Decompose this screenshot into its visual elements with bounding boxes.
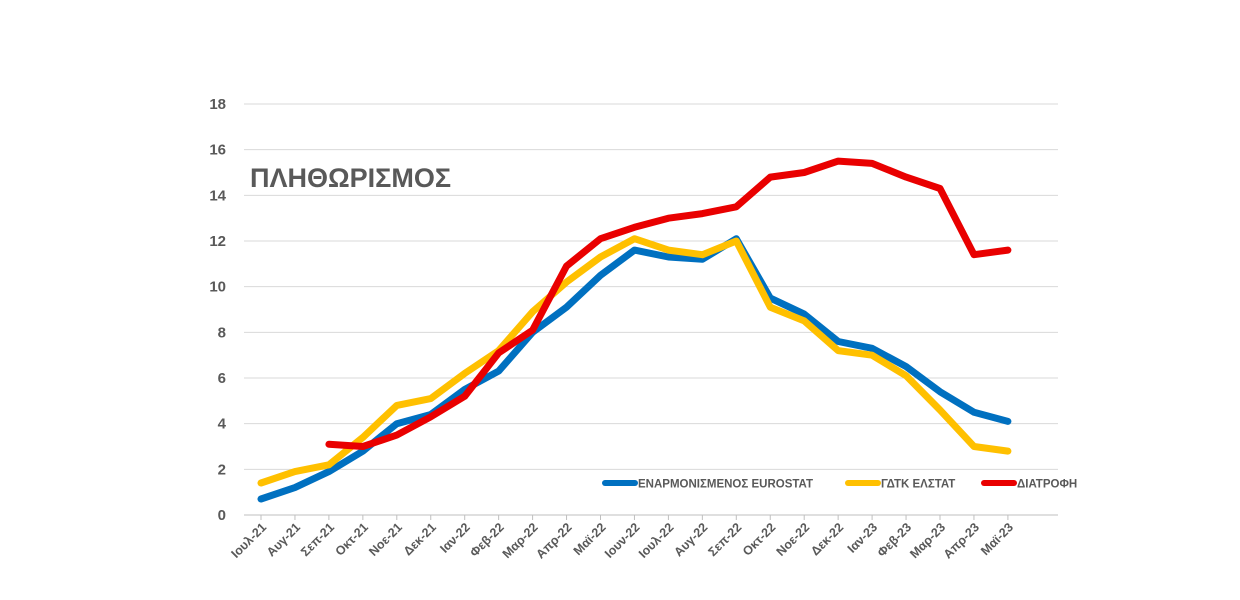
series-line-3: [325, 157, 1012, 450]
x-tick-label: Ιουλ-21: [229, 520, 270, 561]
x-tick-label: Μαρ-23: [907, 520, 948, 561]
y-tick-label: 8: [218, 324, 226, 341]
y-tick-label: 18: [209, 96, 226, 113]
x-tick-label: Νοε-21: [366, 520, 405, 559]
y-tick-label: 10: [209, 279, 226, 296]
x-tick-label: Απρ-22: [533, 520, 574, 561]
legend: ΕΝΑΡΜΟΝΙΣΜΕΝΟΣ EUROSTAT ΓΔΤΚ ΕΛΣΤΑΤ ΔΙΑΤΡΟ…: [602, 479, 1077, 491]
y-tick-label: 12: [209, 233, 226, 250]
x-tick-label: Μαρ-22: [500, 520, 541, 561]
x-tick-label: Μαϊ-23: [978, 520, 1016, 558]
x-tick-label: Δεκ-22: [808, 520, 846, 558]
series-line-2: [257, 235, 1012, 487]
x-tick-label: Απρ-23: [941, 520, 982, 561]
y-tick-label: 14: [209, 187, 226, 204]
x-tick-label: Φεβ-22: [467, 520, 507, 560]
legend-label: ΔΙΑΤΡΟΦΗ: [1017, 479, 1077, 491]
x-tick-label: Οκτ-22: [740, 520, 778, 558]
y-tick-label: 4: [218, 416, 227, 433]
y-tick-label: 2: [218, 461, 226, 478]
y-tick-label: 6: [218, 370, 226, 387]
y-tick-label: 16: [209, 142, 226, 159]
gridlines: [244, 103, 1058, 470]
x-tick-label: Δεκ-21: [401, 520, 439, 558]
x-tick-label: Οκτ-21: [333, 520, 371, 558]
x-tick-label: Ιουν-22: [602, 520, 643, 561]
x-tick-label: Φεβ-23: [875, 520, 915, 560]
legend-label: ΓΔΤΚ ΕΛΣΤΑΤ: [881, 479, 955, 491]
y-tick-label: 0: [218, 507, 226, 524]
x-axis-tick-labels: Ιουλ-21Αυγ-21Σεπ-21Οκτ-21Νοε-21Δεκ-21Ιαν…: [229, 515, 1016, 562]
y-axis-tick-labels: 0 2 4 6 8 10 12 14 16 18: [209, 96, 226, 524]
chart-title: ΠΛΗΘΩΡΙΣΜΟΣ: [250, 163, 451, 193]
x-tick-label: Αυγ-22: [671, 520, 710, 559]
legend-label: ΕΝΑΡΜΟΝΙΣΜΕΝΟΣ EUROSTAT: [638, 479, 813, 491]
x-tick-label: Σεπ-21: [298, 520, 337, 559]
series-line-1: [257, 235, 1012, 503]
series-lines: [257, 157, 1012, 503]
x-tick-label: Ιουλ-22: [636, 520, 677, 561]
x-tick-label: Αυγ-21: [264, 520, 303, 559]
x-tick-label: Νοε-22: [774, 520, 813, 559]
x-tick-label: Σεπ-22: [705, 520, 744, 559]
